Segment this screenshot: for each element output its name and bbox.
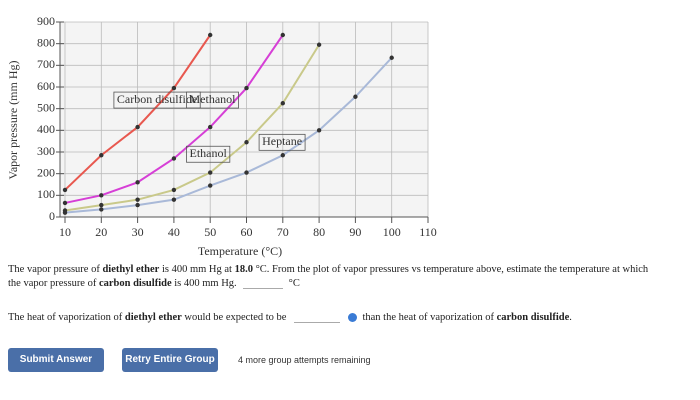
data-point xyxy=(62,210,68,215)
question-2: The heat of vaporization of diethyl ethe… xyxy=(8,312,572,324)
data-point xyxy=(62,200,68,206)
data-point xyxy=(99,193,104,198)
attempts-note: 4 more group attempts remaining xyxy=(238,355,371,365)
data-point xyxy=(280,153,285,158)
series-label-box xyxy=(113,91,201,109)
data-point xyxy=(99,202,104,208)
question-1b: the vapor pressure of carbon disulfide i… xyxy=(8,278,300,290)
x-tick-label: 90 xyxy=(349,225,361,239)
x-tick-label: 10 xyxy=(59,225,71,239)
data-point xyxy=(99,207,104,212)
data-point xyxy=(171,156,177,161)
x-tick-label: 110 xyxy=(419,225,437,239)
data-point xyxy=(280,101,285,106)
data-point xyxy=(244,140,249,145)
y-tick-label: 300 xyxy=(37,144,55,158)
data-point xyxy=(135,197,140,202)
data-point xyxy=(316,128,322,133)
data-point xyxy=(280,32,285,38)
series-label-box xyxy=(258,133,306,151)
data-point xyxy=(208,170,213,175)
chart: Temperature (°C) Vapor pressure (mm Hg) … xyxy=(6,14,437,258)
series-line xyxy=(64,57,393,214)
plot-area xyxy=(60,22,428,217)
y-tick-label: 0 xyxy=(49,209,55,223)
data-point xyxy=(208,32,213,38)
y-tick-label: 900 xyxy=(37,14,55,28)
y-tick-label: 700 xyxy=(37,57,55,71)
data-point xyxy=(389,55,394,60)
answer-input[interactable] xyxy=(242,278,283,290)
data-point xyxy=(135,180,140,185)
data-point xyxy=(99,153,104,158)
data-point xyxy=(208,124,213,130)
x-tick-label: 40 xyxy=(168,225,180,239)
data-point xyxy=(353,94,358,99)
data-point xyxy=(62,187,68,193)
x-tick-label: 50 xyxy=(204,225,216,239)
series-label-box xyxy=(186,145,231,163)
data-point xyxy=(171,85,177,91)
series-label: Methanol xyxy=(190,92,237,106)
x-tick-label: 30 xyxy=(132,225,144,239)
y-axis-label: Vapor pressure (mm Hg) xyxy=(6,61,20,180)
series-label: Carbon disulfide xyxy=(117,92,197,106)
y-tick-label: 200 xyxy=(37,165,55,179)
x-tick-label: 80 xyxy=(313,225,325,239)
y-tick-label: 100 xyxy=(37,187,55,201)
x-tick-label: 70 xyxy=(277,225,289,239)
series-label-box xyxy=(186,91,239,109)
data-point xyxy=(135,202,140,208)
retry-button[interactable]: Retry Entire Group xyxy=(122,348,218,372)
data-point xyxy=(244,85,249,91)
series-label: Ethanol xyxy=(190,146,228,160)
y-tick-label: 500 xyxy=(37,100,55,114)
data-point xyxy=(171,197,177,202)
x-tick-label: 60 xyxy=(241,225,253,239)
data-point xyxy=(316,42,322,47)
submit-button[interactable]: Submit Answer xyxy=(8,348,104,372)
y-tick-label: 800 xyxy=(37,35,55,49)
data-point xyxy=(244,170,249,175)
x-tick-label: 100 xyxy=(383,225,401,239)
data-point xyxy=(171,187,177,193)
data-point xyxy=(135,124,140,130)
series-label: Heptane xyxy=(262,134,302,148)
y-tick-label: 400 xyxy=(37,122,55,136)
select-icon[interactable] xyxy=(348,313,358,323)
answer-select[interactable] xyxy=(294,312,341,324)
data-point xyxy=(208,183,213,188)
x-tick-label: 20 xyxy=(95,225,107,239)
question-1: The vapor pressure of diethyl ether is 4… xyxy=(8,264,649,275)
series-line xyxy=(64,44,320,212)
x-axis-label: Temperature (°C) xyxy=(198,244,282,258)
y-tick-label: 600 xyxy=(37,79,55,93)
